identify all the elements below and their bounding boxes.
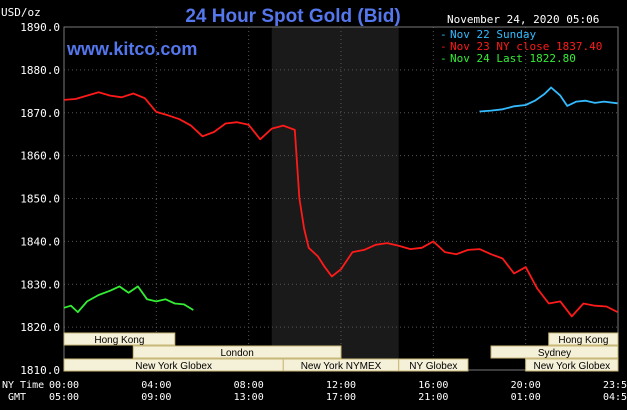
legend-entry-nyclose: Nov 23 NY close 1837.40 — [450, 40, 602, 53]
series-line-0 — [479, 86, 618, 113]
session-label: New York Globex — [533, 361, 610, 372]
y-tick-label: 1820.0 — [20, 321, 60, 334]
session-label: Hong Kong — [94, 335, 144, 346]
session-bar — [132, 345, 342, 359]
y-tick-label: 1860.0 — [20, 150, 60, 163]
x-tick-label-gmt: 09:00 — [141, 392, 171, 403]
x-tick-label-gmt: 21:00 — [418, 392, 448, 403]
x-tick-label-ny: 23:59 — [603, 380, 627, 391]
x-tick-label-ny: 00:00 — [49, 380, 79, 391]
y-tick-label: 1850.0 — [20, 193, 60, 206]
x-tick-label-gmt: 04:59 — [603, 392, 627, 403]
x-tick-label-ny: 12:00 — [326, 380, 356, 391]
session-label: NY Globex — [409, 361, 457, 372]
session-label: Hong Kong — [558, 335, 608, 346]
session-label: Sydney — [538, 348, 571, 359]
chart-title: 24 Hour Spot Gold (Bid) — [185, 6, 400, 27]
series-line-1 — [63, 91, 618, 318]
legend: - Nov 22 Sunday - Nov 23 NY close 1837.4… — [440, 28, 602, 65]
y-tick-label: 1870.0 — [20, 107, 60, 120]
x-tick-label-ny: 16:00 — [418, 380, 448, 391]
legend-entry-last: Nov 24 Last 1822.80 — [450, 52, 576, 65]
series-line-2 — [63, 285, 194, 314]
x-tick-label-ny: 20:00 — [511, 380, 541, 391]
session-label: New York Globex — [135, 361, 212, 372]
ny-time-label: NY Time — [2, 380, 44, 391]
legend-entry-sunday: Nov 22 Sunday — [450, 28, 536, 41]
shaded-region — [271, 27, 399, 370]
session-label: New York NYMEX — [301, 361, 382, 372]
legend-dash-nyclose: - — [440, 40, 447, 53]
gmt-label: GMT — [8, 392, 26, 403]
y-tick-label: 1890.0 — [20, 21, 60, 34]
y-axis: 1810.0 1820.0 1830.0 1840.0 1850.0 1860.0 1870… — [20, 21, 60, 377]
session-bar — [525, 358, 619, 372]
website-label: www.kitco.com — [66, 39, 197, 59]
units-label: USD/oz — [1, 6, 41, 19]
session-bar — [398, 358, 469, 372]
y-tick-label: 1810.0 — [20, 364, 60, 377]
x-tick-label-ny: 04:00 — [141, 380, 171, 391]
market-sessions: Hong Kong Hong Kong London Sydney New York G… — [63, 332, 619, 372]
legend-dash-last: - — [440, 52, 447, 65]
x-tick-label-gmt: 01:00 — [511, 392, 541, 403]
session-bar — [490, 345, 619, 359]
x-tick-label-gmt: 05:00 — [49, 392, 79, 403]
date-label: November 24, 2020 05:06 — [447, 13, 599, 26]
x-tick-label-gmt: 17:00 — [326, 392, 356, 403]
series-lines — [63, 86, 618, 318]
y-tick-label: 1880.0 — [20, 64, 60, 77]
y-tick-label: 1840.0 — [20, 235, 60, 248]
session-label: London — [220, 348, 253, 359]
y-tick-label: 1830.0 — [20, 278, 60, 291]
legend-dash-sunday: - — [440, 28, 447, 41]
x-tick-label-ny: 08:00 — [234, 380, 264, 391]
x-tick-label-gmt: 13:00 — [234, 392, 264, 403]
session-bar — [63, 332, 176, 346]
session-bar — [548, 332, 619, 346]
